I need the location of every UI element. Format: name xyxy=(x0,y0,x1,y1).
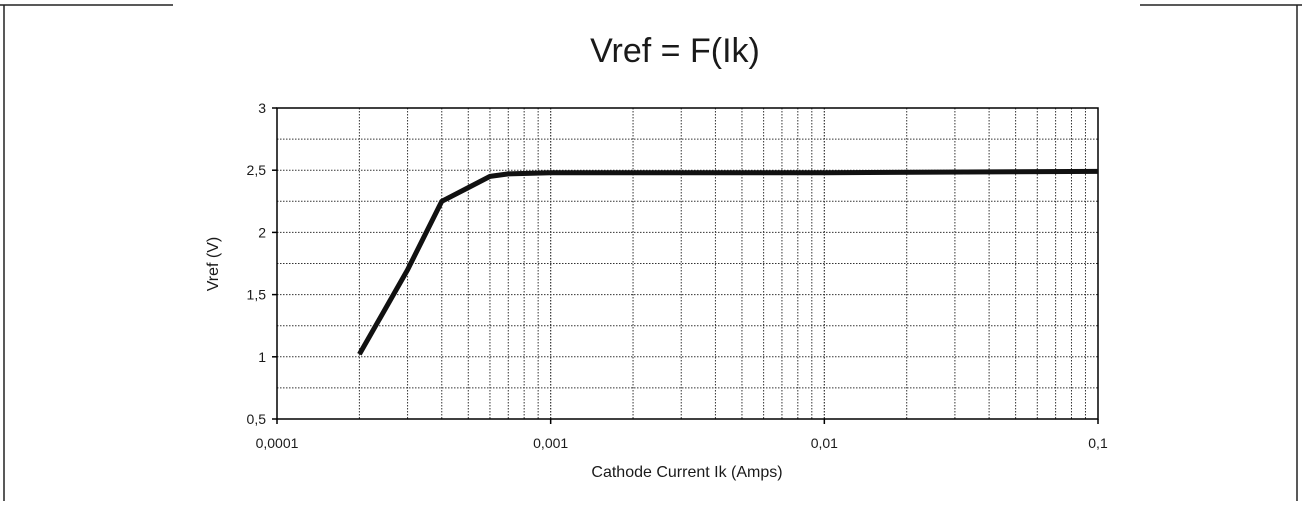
y-tick-label: 2 xyxy=(258,224,266,240)
x-tick-label: 0,01 xyxy=(811,435,838,451)
series-layer xyxy=(357,168,1099,356)
x-tick-label: 0,001 xyxy=(533,435,568,451)
grid-layer xyxy=(277,108,1098,419)
x-tick-label: 0,1 xyxy=(1088,435,1108,451)
x-axis-label: Cathode Current Ik (Amps) xyxy=(591,464,782,481)
y-axis-label: Vref (V) xyxy=(205,237,222,292)
y-tick-label: 2,5 xyxy=(247,162,267,178)
y-tick-label: 0,5 xyxy=(247,411,267,427)
tick-layer: 0,5 1 1,5 2 2,5 3 0,0001 0,001 0,01 0,1 xyxy=(247,100,1108,451)
series-line xyxy=(357,168,1099,356)
y-tick-label: 3 xyxy=(258,100,266,116)
x-tick-label: 0,0001 xyxy=(256,435,299,451)
plot-area-border xyxy=(276,107,1099,420)
y-tick-label: 1,5 xyxy=(247,287,267,303)
y-tick-label: 1 xyxy=(258,349,266,365)
chart-title: Vref = F(Ik) xyxy=(590,32,760,70)
